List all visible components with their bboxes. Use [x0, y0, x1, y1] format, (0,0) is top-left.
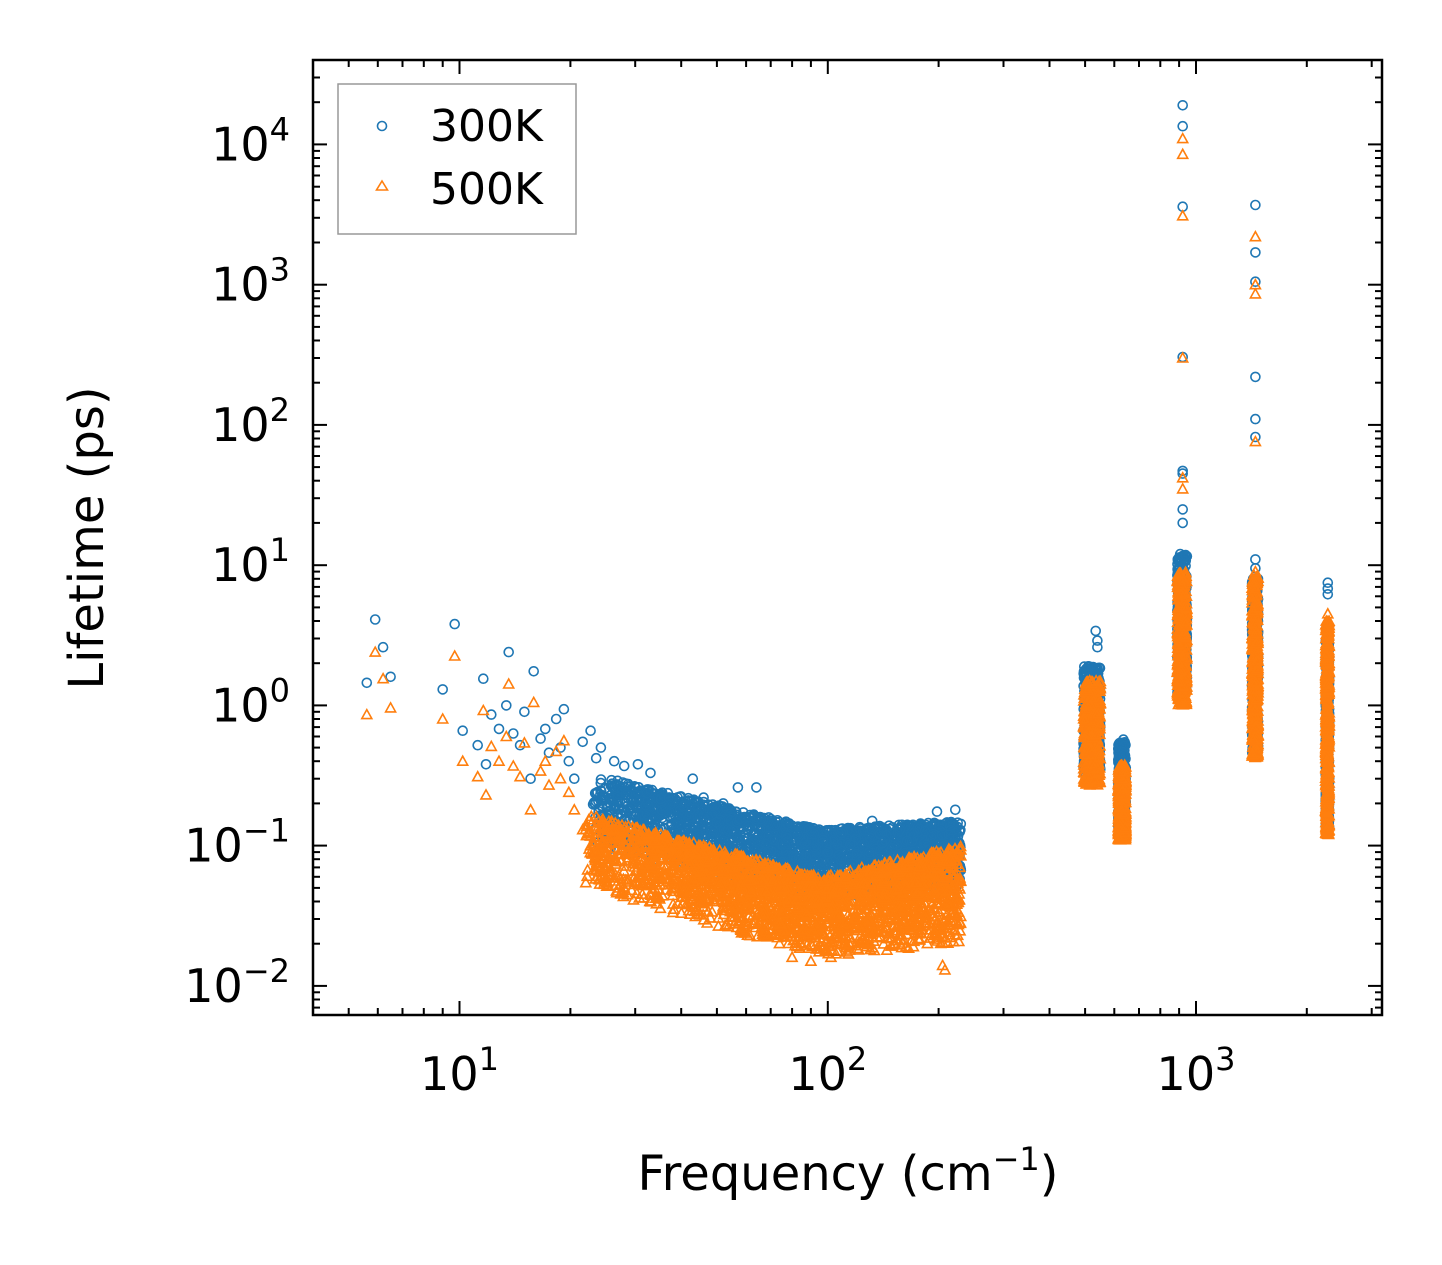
data-point [1178, 505, 1187, 514]
data-point [559, 705, 568, 714]
data-point [379, 643, 388, 652]
data-point [1251, 415, 1260, 424]
data-point [586, 726, 595, 735]
data-point [646, 768, 655, 777]
data-point [371, 615, 380, 624]
data-point [1251, 372, 1260, 381]
data-point [610, 757, 619, 766]
data-point [1093, 643, 1102, 652]
data-point [1178, 101, 1187, 110]
data-point [1251, 201, 1260, 210]
data-point [473, 741, 482, 750]
data-point [1178, 518, 1187, 527]
data-point [633, 760, 642, 769]
data-point [596, 743, 605, 752]
data-point [1323, 590, 1332, 599]
data-point [1178, 122, 1187, 131]
data-point [1091, 626, 1100, 635]
data-point [620, 762, 629, 771]
data-point [526, 774, 535, 783]
lifetime-scatter-chart: 101 102 103 10−210−1100101102103104 Freque… [0, 0, 1442, 1265]
data-point [458, 726, 467, 735]
data-point [509, 729, 518, 738]
data-point [592, 754, 601, 763]
data-point [536, 734, 545, 743]
data-point [552, 715, 561, 724]
data-point [362, 678, 371, 687]
data-point [688, 774, 697, 783]
data-point [529, 667, 538, 676]
data-point [1251, 555, 1260, 564]
data-point [502, 701, 511, 710]
data-point [495, 724, 504, 733]
data-point [733, 783, 742, 792]
data-point [564, 757, 573, 766]
data-point [541, 724, 550, 733]
data-point [578, 737, 587, 746]
data-point [951, 805, 960, 814]
data-point [482, 760, 491, 769]
data-point [504, 648, 513, 657]
data-point [1251, 248, 1260, 257]
data-point [933, 807, 942, 816]
data-point [450, 620, 459, 629]
data-point [570, 774, 579, 783]
data-point [479, 674, 488, 683]
data-point [438, 685, 447, 694]
data-point [520, 707, 529, 716]
data-point [752, 783, 761, 792]
